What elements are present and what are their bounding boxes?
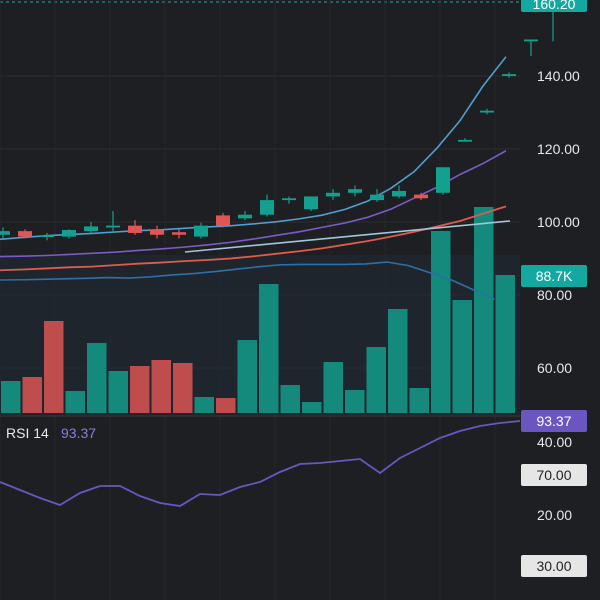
candle-body [370,194,384,201]
price-tick: 100.00 [537,214,580,230]
volume-bar [259,284,279,413]
candle-body [414,194,428,199]
rsi-value: 93.37 [61,425,96,441]
volume-bar [431,231,451,413]
volume-bar [388,309,408,413]
candle-body [18,231,32,237]
candle-body [436,167,450,193]
candle-body [106,225,120,228]
volume-bar [151,360,171,413]
candle-body [326,192,340,197]
rsi-tick-30: 30.00 [536,558,571,574]
candle-body [282,198,296,201]
volume-bars [1,207,515,413]
price-tick: 60.00 [537,360,572,376]
candle-body [194,225,208,237]
candle-body [128,225,142,233]
candle-body [348,189,362,193]
candle-body [216,215,230,226]
price-badge [521,0,587,12]
rsi-badge [521,410,587,432]
price-badge-label: 160.20 [533,0,576,12]
candle-body [392,190,406,197]
volume-bar [87,343,107,413]
candle-body [304,196,318,210]
volume-bar [1,381,21,413]
volume-badge-label: 88.7K [536,268,573,284]
volume-bar [452,300,472,413]
volume-bar [323,362,343,413]
candle-body [238,214,252,219]
volume-bar [280,385,300,413]
price-tick: 120.00 [537,141,580,157]
volume-bar [65,391,85,413]
volume-bar [409,388,429,413]
candle-body [84,226,98,232]
candle-body [150,230,164,235]
volume-bar [173,363,193,413]
volume-bar [366,347,386,413]
ma-line-lightblue [184,220,511,253]
volume-bar [216,398,236,413]
ma-line-blue [0,56,507,241]
rsi-70-badge [521,464,587,486]
volume-bar [237,340,257,413]
volume-bar [495,275,515,413]
candle-body [480,110,494,113]
rsi-tick-20: 20.00 [537,507,572,523]
ma-line-purple [0,150,507,258]
price-axis: 140.00 120.00 100.00 80.00 60.00 [537,68,580,376]
candle-body [0,231,10,235]
price-tick: 80.00 [537,287,572,303]
rsi-tick-70: 70.00 [536,467,571,483]
volume-bar [345,390,365,413]
volume-bar [474,207,494,413]
candle-body [260,200,274,215]
volume-bar [194,397,214,413]
volume-ma-line [0,261,495,300]
candle-body [458,139,472,142]
rsi-line [0,420,521,507]
candle-body [502,74,516,76]
volume-bar [44,321,64,413]
price-tick: 140.00 [537,68,580,84]
candle-body [40,235,54,238]
volume-bar [22,377,42,413]
candle-body [172,232,186,235]
rsi-badge-label: 93.37 [536,413,571,429]
rsi-tick-40: 40.00 [537,434,572,450]
candle-body [62,230,76,237]
rsi-30-badge [521,555,587,577]
volume-badge [521,265,587,287]
candle-body [524,39,538,42]
volume-bar [302,402,322,413]
rsi-label: RSI 14 [6,425,49,441]
volume-bar [130,366,150,413]
volume-bar [108,371,128,413]
